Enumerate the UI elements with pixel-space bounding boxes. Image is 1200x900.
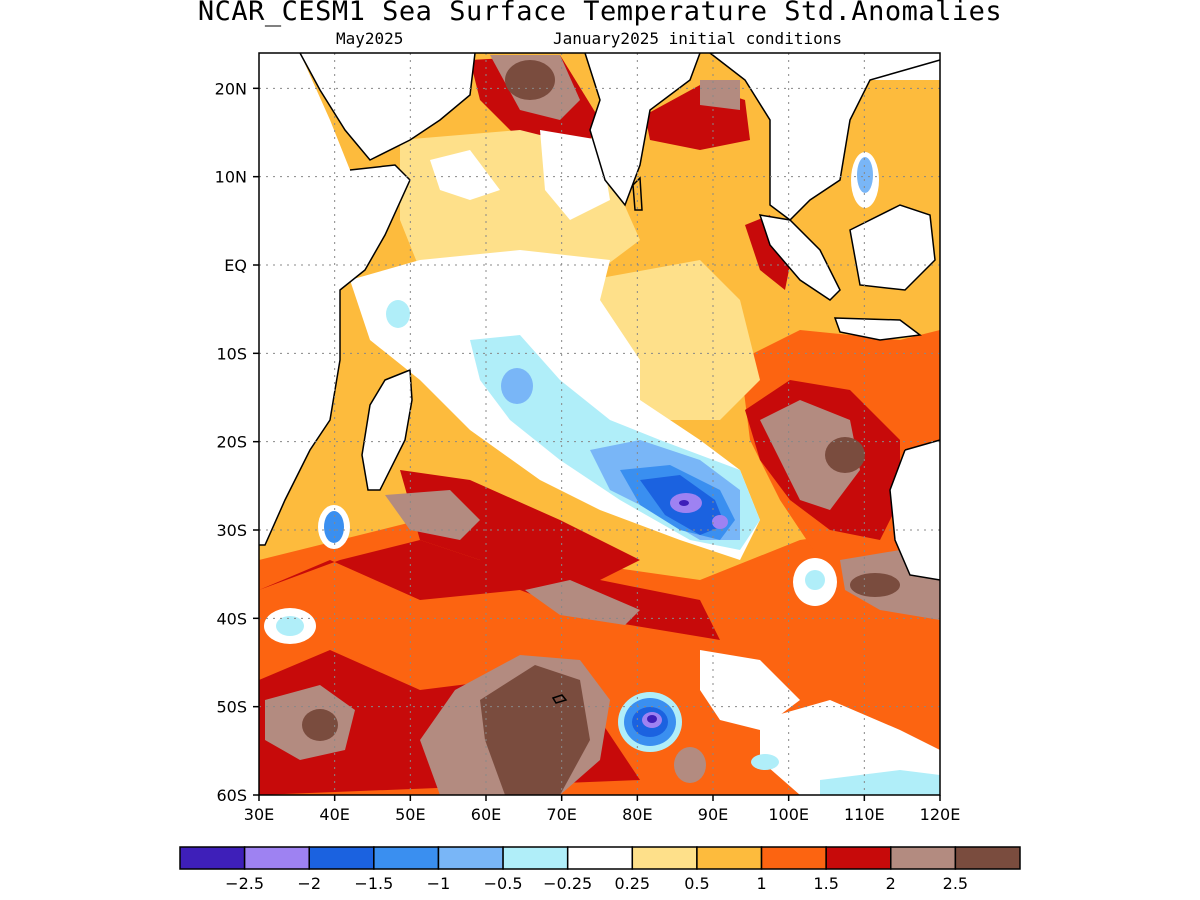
south-brown-small [674, 747, 706, 783]
colorbar-swatch [760, 846, 827, 870]
lon-tick-label: 100E [768, 805, 809, 824]
sumatra-land [760, 215, 840, 300]
colorbar-label: −0.25 [543, 874, 592, 893]
lon-tick-label: 110E [844, 805, 885, 824]
forecast-month: May2025 [336, 29, 404, 48]
se-lightblue [805, 570, 825, 590]
neg-25 [679, 500, 689, 506]
south-lightblue-2 [751, 754, 779, 770]
colorbar-label: 2.5 [943, 874, 968, 893]
colorbar-swatch [696, 846, 763, 870]
colorbar-swatch [373, 846, 440, 870]
sw-lightblue [276, 616, 304, 636]
se-dark-brown [850, 573, 900, 597]
colorbar-swatch [631, 846, 698, 870]
neg-025-west [386, 300, 410, 328]
colorbar-swatch [825, 846, 892, 870]
lat-tick-label: 20N [215, 79, 247, 98]
neg-05-west [501, 368, 533, 404]
lat-tick-label: 30S [216, 521, 247, 540]
lon-tick-label: 30E [244, 805, 274, 824]
initial-conditions: January2025 initial conditions [553, 29, 842, 48]
colorbar-label: −1.5 [354, 874, 393, 893]
colorbar-swatch [437, 846, 504, 870]
east-dark-brown [825, 437, 865, 473]
colorbar-swatch [890, 846, 957, 870]
arabia-dark-brown [505, 60, 555, 100]
lon-tick-label: 40E [319, 805, 349, 824]
lon-tick-label: 60E [471, 805, 501, 824]
sw-dark-brown [302, 709, 338, 741]
bengal-brown [700, 80, 740, 110]
colorbar-label: 0.5 [684, 874, 709, 893]
south-lightblue [820, 770, 940, 795]
arabian-white [430, 150, 500, 200]
colorbar-label: 1.5 [813, 874, 838, 893]
se-asia-land [710, 53, 940, 220]
moz-brown [385, 490, 480, 540]
map-title: NCAR_CESM1 Sea Surface Temperature Std.A… [197, 0, 1003, 27]
east-brown [760, 400, 860, 510]
lon-tick-label: 80E [622, 805, 652, 824]
coastlines [259, 52, 941, 704]
india-land [585, 53, 700, 205]
colorbar-label: −0.5 [484, 874, 523, 893]
anomaly-field [259, 53, 940, 795]
colorbar-label: 0.25 [614, 874, 650, 893]
lon-tick-label: 50E [395, 805, 425, 824]
arabia-land [300, 53, 475, 160]
australia-land [890, 440, 940, 580]
south-dark-purple [647, 715, 657, 723]
colorbar-label: −2.5 [225, 874, 264, 893]
colorbar-label: −1 [427, 874, 451, 893]
neg-2b [712, 515, 728, 529]
colorbar: −2.5 −2 −1.5 −1 −0.5 −0.25 0.25 0.5 1 1.5 2 2.5 [179, 846, 1021, 893]
plot-frame [258, 52, 941, 796]
colorbar-swatch [502, 846, 569, 870]
lat-tick-label: 10N [215, 168, 247, 187]
kerguelen-dark-brown [480, 665, 590, 795]
lon-tick-label: 90E [698, 805, 728, 824]
scs-blue [857, 157, 873, 193]
lat-tick-label: EQ [224, 256, 247, 275]
india-white [540, 130, 610, 220]
colorbar-swatch [954, 846, 1021, 870]
colorbar-swatch [179, 846, 246, 870]
madagascar-land [362, 370, 412, 490]
south-white-1 [700, 650, 800, 730]
colorbar-label: 2 [886, 874, 896, 893]
colorbar-swatch [566, 846, 634, 870]
lon-tick-label: 120E [920, 805, 961, 824]
lat-tick-label: 20S [216, 433, 247, 452]
colorbar-swatch [243, 846, 310, 870]
lat-tick-label: 40S [216, 609, 247, 628]
colorbar-label: 1 [756, 874, 766, 893]
borneo-land [850, 205, 935, 290]
mid-brown [525, 580, 640, 625]
lat-tick-label: 50S [216, 698, 247, 717]
sumatra-red [745, 215, 790, 290]
colorbar-swatch [308, 846, 375, 870]
lat-tick-label: 10S [216, 344, 247, 363]
moz-blue [324, 511, 344, 543]
colorbar-label: −2 [297, 874, 321, 893]
lat-tick-label: 60S [216, 786, 247, 805]
lon-tick-label: 70E [546, 805, 576, 824]
